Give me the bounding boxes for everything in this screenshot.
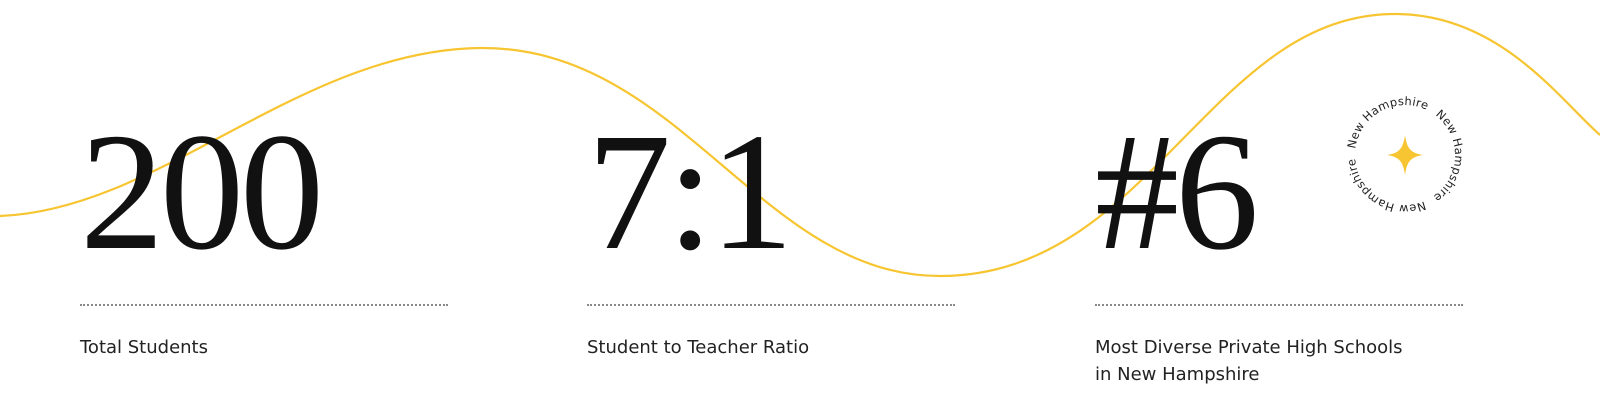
badge-text: New Hampshire (1431, 107, 1466, 205)
badge-text: New Hampshire (1344, 158, 1428, 216)
dotted-divider (1095, 304, 1463, 306)
badge-text-path: New Hampshire (1344, 94, 1430, 150)
stat-label: Total Students (80, 337, 208, 358)
stat-item: 200 Total Students (80, 99, 448, 361)
stat-value: 200 (80, 99, 324, 285)
dotted-divider (80, 304, 448, 306)
stat-item: 7:1 Student to Teacher Ratio (587, 99, 955, 361)
dotted-divider (587, 304, 955, 306)
badge-text: New Hampshire (1344, 94, 1431, 150)
badge-text-path: New Hampshire (1344, 158, 1427, 216)
stat-value: 7:1 (587, 99, 794, 285)
stat-item: #6 Most Diverse Private High Schools in N… (1095, 99, 1463, 388)
stat-label: Student to Teacher Ratio (587, 337, 810, 358)
stat-value: #6 (1095, 99, 1259, 285)
star-icon (1387, 135, 1423, 175)
stat-label: Most Diverse Private High Schools in New… (1095, 337, 1403, 385)
badge-text-path: New Hampshire (1431, 107, 1466, 205)
